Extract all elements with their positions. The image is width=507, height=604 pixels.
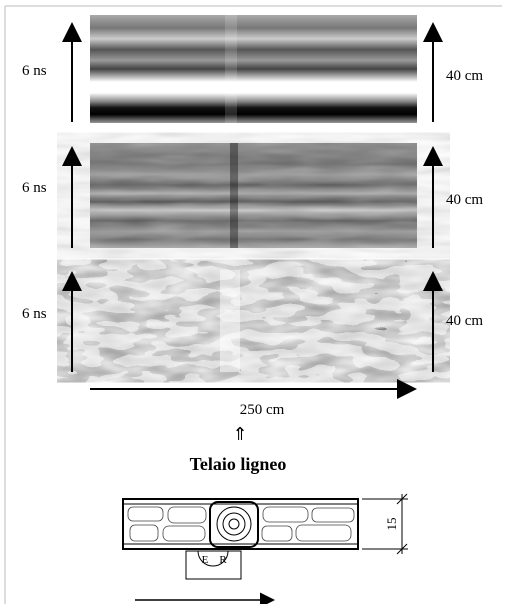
antenna-label: E <box>202 554 209 566</box>
radargram-2 <box>90 143 417 248</box>
time-label: 6 ns <box>22 306 47 322</box>
x-label: 250 cm <box>240 402 285 418</box>
antenna-label: R <box>219 554 227 566</box>
wall-diagram <box>123 494 408 579</box>
figure: 6 ns 40 cm 6 ns 40 cm 6 ns 40 cm 250 cm … <box>0 0 507 604</box>
depth-label: 40 cm <box>446 313 483 329</box>
radargram-1 <box>90 15 417 123</box>
radargram-3 <box>90 270 417 372</box>
depth-label: 40 cm <box>446 192 483 208</box>
dimension-label: 15 <box>384 518 399 531</box>
time-label: 6 ns <box>22 63 47 79</box>
time-label: 6 ns <box>22 180 47 196</box>
structure-label: Telaio ligneo <box>190 454 287 474</box>
depth-label: 40 cm <box>446 68 483 84</box>
pointer: ⇑ <box>232 424 247 444</box>
